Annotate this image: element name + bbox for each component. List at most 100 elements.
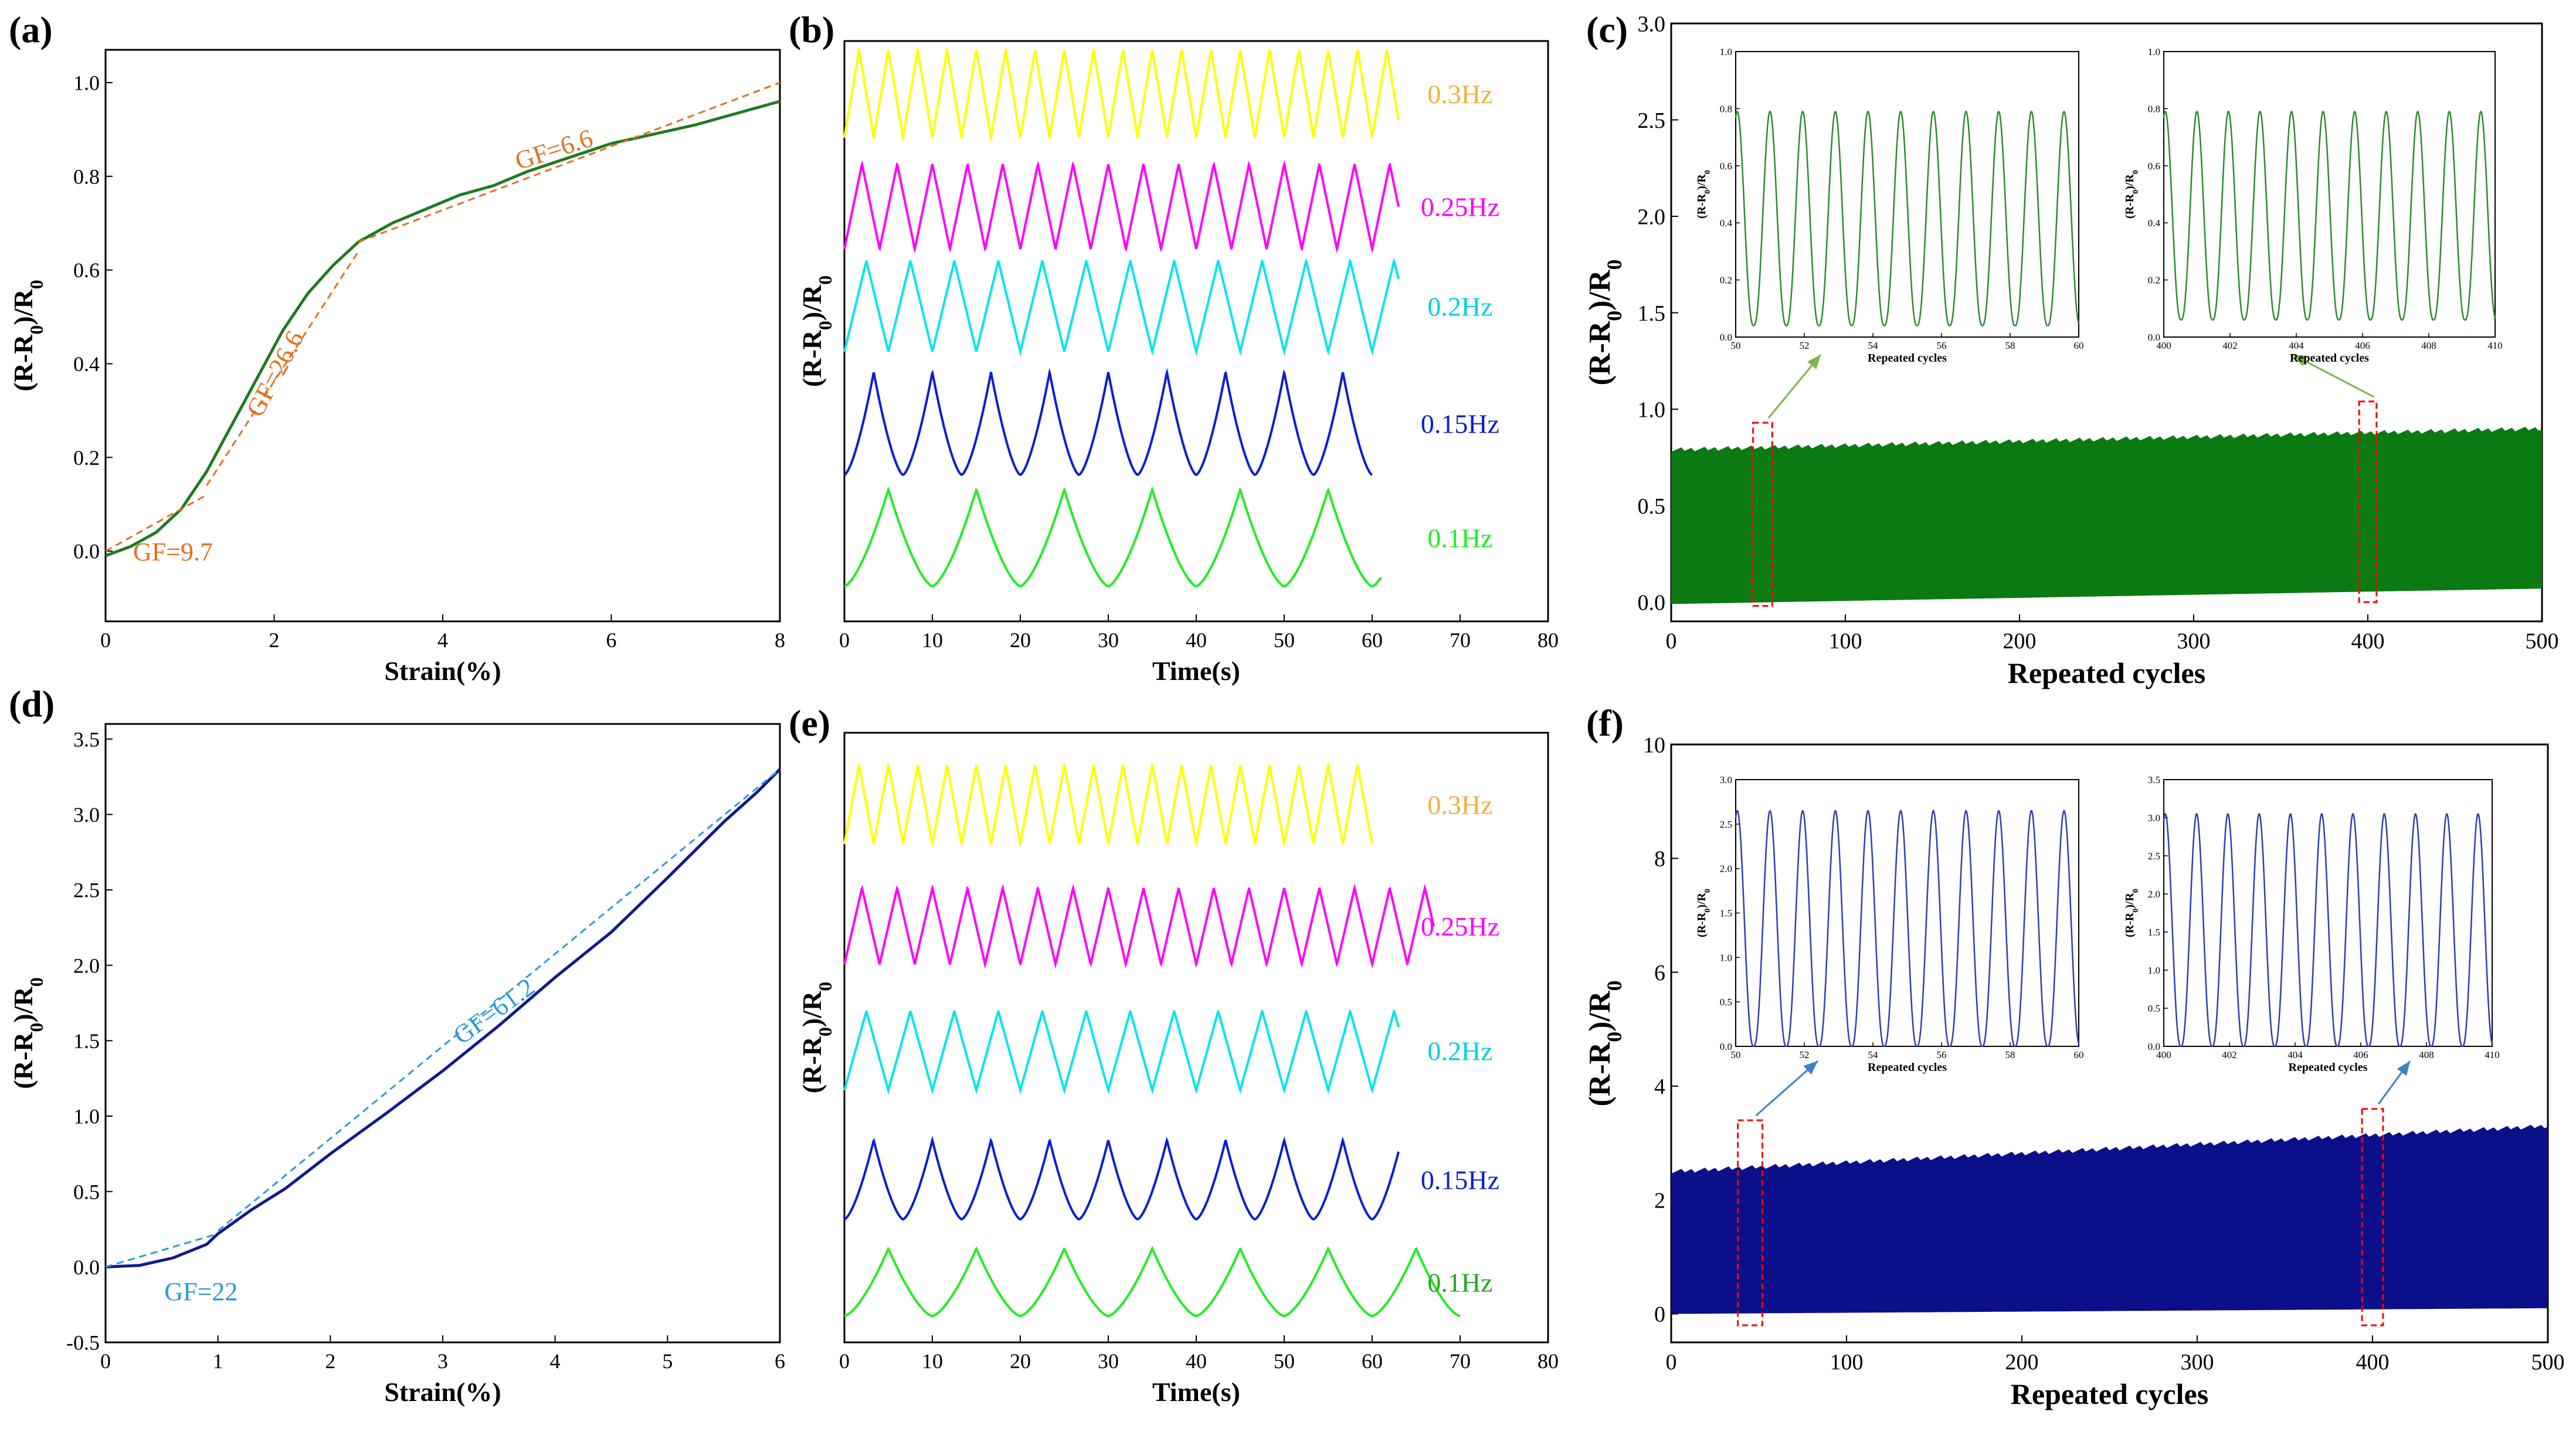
frequency-label: 0.25Hz [1421,912,1499,941]
inset-y-tick-label: 1.0 [2148,46,2160,57]
panel-b: (b) 0 10 20 30 40 50 60 70 80 Time(s) (R-R0)/R0 0.3H… [789,9,1559,686]
axis-y-tick-label: 4 [1654,1074,1665,1099]
axis-x-tick-label: 60 [1362,1349,1383,1373]
panel-e: (e) 0 10 20 30 40 50 60 70 80 Time(s) (R-R0)/R0 0.3H… [789,702,1559,1407]
axis-x-tick-label: 300 [2181,1350,2214,1375]
axis-x-tick-label: 6 [606,628,617,652]
axis-x-tick-label: 2 [325,1349,335,1373]
waveform-0.3Hz [843,762,1373,847]
inset-x-tick-label: 404 [2287,1049,2303,1060]
inset-y-label: (R-R0)/R0 [1695,170,1712,219]
frequency-label: 0.3Hz [1427,79,1492,109]
axis-x-tick-label: 80 [1538,1349,1559,1373]
axis-y-tick-label: 1.5 [1638,301,1666,326]
inset-y-tick-label: 2.0 [1720,863,1732,875]
panel-c: (c) 0 100 200 300 400 500 0.0 0.5 1.0 1.5 2.0 2.5 3.0… [1583,9,2559,689]
inset-x-label: Repeated cycles [1868,352,1947,365]
axis-x-tick-label: 4 [437,628,448,652]
x-axis-label: Repeated cycles [2011,1378,2208,1410]
inset-x-tick-label: 408 [2421,340,2436,351]
frequency-label: 0.2Hz [1427,292,1492,322]
inset-y-tick-label: 1.0 [1720,46,1732,57]
inset-x-tick-label: 400 [2156,1049,2171,1060]
axis-x-tick-label: 8 [775,628,785,652]
axis-x-tick-label: 2 [269,628,280,652]
inset-x-tick-label: 60 [2074,340,2084,351]
inset-x-tick-label: 58 [2005,340,2015,351]
plot-frame [104,723,781,1344]
inset-signal [1735,110,2080,327]
inset-x-tick-label: 60 [2074,1049,2084,1060]
inset-x-tick-label: 58 [2005,1049,2015,1060]
inset-y-tick-label: 0.2 [2148,275,2160,286]
inset-x-label: Repeated cycles [1868,1061,1947,1074]
inset-x-tick-label: 54 [1868,1049,1879,1060]
inset-y-label: (R-R0)/R0 [1695,889,1712,937]
y-axis-label: (R-R0)/R0 [1583,259,1626,385]
waveform-0.15Hz [844,1135,1400,1221]
gauge-factor-label: GF=6.6 [511,124,596,176]
axis-x-tick-label: 50 [1274,628,1295,652]
inset-x-tick-label: 404 [2289,340,2304,351]
axis-x-tick-label: 50 [1274,1349,1295,1373]
inset-y-label: (R-R0)/R0 [2123,170,2140,219]
inset-y-tick-label: 0.6 [2148,161,2160,172]
axis-y-tick-label: 0 [1654,1303,1665,1327]
fit-line [217,768,780,1232]
waveform-0.25Hz [843,159,1400,254]
axis-y-tick-label: -0.5 [66,1331,100,1355]
axis-y-tick-label: 3.0 [73,803,100,827]
inset-y-tick-label: 1.0 [2148,965,2160,976]
inset-x-label: Repeated cycles [2290,352,2369,365]
axis-x-tick-label: 6 [775,1349,785,1373]
inset-signal [2163,812,2493,1048]
panel-d: (d) 0 1 2 3 4 5 6 -0.5 0.0 0.5 1.0 1.5 2.0 2.5 3.0 3.5 St… [8,683,785,1407]
axis-y-tick-label: 2 [1654,1188,1665,1213]
panel-a: (a) 0 2 4 6 8 0.0 0.2 0.4 0.6 0.8 1.0 Strain(%) (R-R0… [8,9,785,686]
axis-y-tick-label: 0.0 [73,1256,100,1279]
y-axis-label: (R-R0)/R0 [1583,980,1626,1106]
fit-line [105,1233,219,1268]
panel-label: (a) [9,9,53,50]
axis-y-tick-label: 1.0 [73,1105,100,1128]
inset-x-tick-label: 408 [2419,1049,2434,1060]
highlight-box [2358,400,2378,603]
inset-y-tick-label: 0.0 [1720,332,1732,343]
cycling-signal-band [1671,1124,2548,1314]
axis-y-tick-label: 0.6 [73,259,100,282]
highlight-box [2361,1108,2384,1327]
cycling-signal-band [1671,427,2542,604]
inset-y-tick-label: 0.4 [2148,217,2161,229]
frequency-label: 0.1Hz [1427,523,1492,553]
waveform-0.1Hz [844,1246,1461,1318]
inset-plot: 50 52 54 56 58 60 0.0 0.2 0.4 0.6 0.8 1.0 Repeated c… [1695,46,2084,365]
inset-x-tick-label: 410 [2487,340,2503,351]
gauge-factor-label: GF=61.2 [448,972,540,1050]
inset-y-tick-label: 2.0 [2148,889,2160,900]
x-axis-label: Time(s) [1152,1377,1240,1407]
panel-label: (c) [1586,9,1628,50]
axis-y-tick-label: 3.5 [73,727,100,751]
inset-y-tick-label: 2.5 [2148,851,2160,862]
axis-y-tick-label: 0.4 [73,352,100,376]
inset-y-tick-label: 0.5 [2148,1003,2160,1014]
inset-y-tick-label: 0.8 [1720,103,1732,114]
gauge-factor-label: GF=22 [164,1277,237,1306]
frequency-label: 0.25Hz [1421,192,1499,222]
axis-x-tick-label: 400 [2351,629,2385,654]
panel-label: (b) [789,9,834,50]
waveform-0.3Hz [843,46,1400,142]
inset-y-tick-label: 0.0 [2148,332,2160,343]
axis-y-tick-label: 0.8 [73,165,100,188]
highlight-box [1752,421,1773,607]
panel-label: (d) [9,683,55,725]
inset-signal [2163,110,2496,321]
axis-x-tick-label: 0 [1666,1350,1677,1375]
inset-y-tick-label: 1.0 [1720,952,1732,963]
axis-x-tick-label: 0 [839,628,850,652]
axis-x-tick-label: 20 [1010,628,1031,652]
axis-y-tick-label: 2.5 [73,879,100,902]
y-axis-label: (R-R0)/R0 [797,276,836,387]
axis-y-tick-label: 0.5 [1638,494,1666,519]
